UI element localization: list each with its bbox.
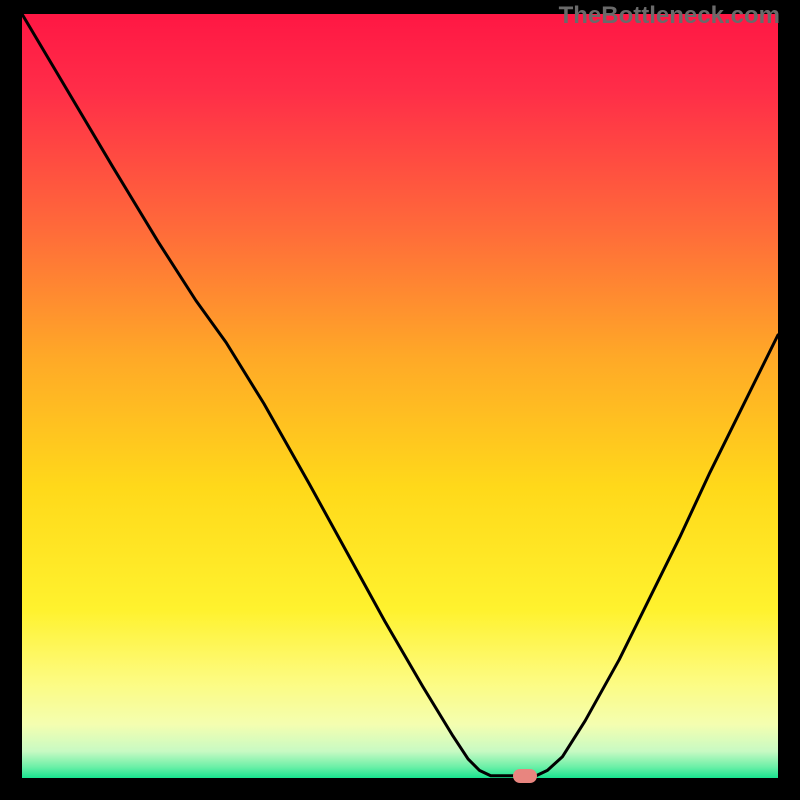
watermark-text: TheBottleneck.com — [559, 2, 780, 30]
bottleneck-chart: TheBottleneck.com — [0, 0, 800, 800]
plot-area — [22, 14, 778, 778]
optimal-point-marker — [513, 769, 537, 783]
